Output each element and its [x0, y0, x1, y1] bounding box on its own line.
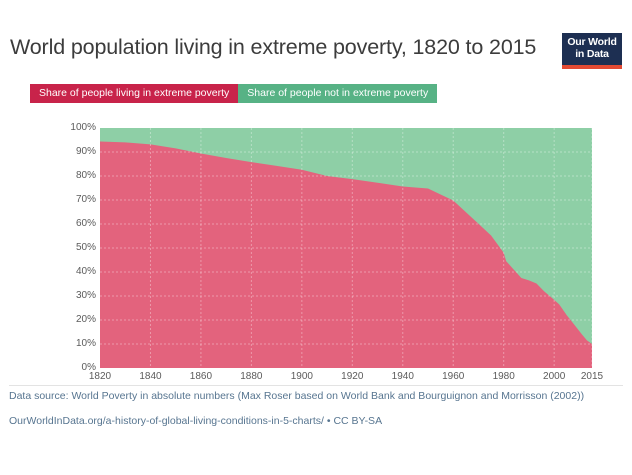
- y-axis-tick-label: 10%: [75, 338, 96, 349]
- legend-label-not-in-poverty: Share of people not in extreme poverty: [247, 87, 429, 99]
- x-axis-tick-label: 2000: [543, 371, 566, 382]
- x-axis-tick-label: 1980: [492, 371, 515, 382]
- x-axis-tick-label: 1820: [88, 371, 112, 382]
- footer-divider: [9, 385, 623, 386]
- y-axis: 0% 10% 20% 30% 40% 50% 60% 70% 80% 90% 100%: [56, 122, 96, 374]
- chart-footer: Data source: World Poverty in absolute n…: [9, 385, 623, 428]
- x-axis-tick-label: 1960: [442, 371, 465, 382]
- y-axis-tick-label: 60%: [75, 218, 96, 229]
- chart-legend: Share of people living in extreme povert…: [30, 84, 438, 103]
- x-axis-tick-label: 1880: [240, 371, 263, 382]
- x-axis-tick-label: 1900: [290, 371, 313, 382]
- footer-source-link[interactable]: OurWorldInData.org/a-history-of-global-l…: [9, 415, 383, 427]
- x-axis-tick-label: 2015: [580, 371, 604, 382]
- logo-line-2: in Data: [575, 48, 609, 60]
- y-axis-tick-label: 100%: [70, 122, 96, 133]
- x-axis: 1820 1840 1860 1880 1900 1920 1940 1960 1980 2000…: [0, 370, 632, 386]
- x-axis-tick-label: 1920: [341, 371, 364, 382]
- y-axis-tick-label: 80%: [75, 170, 96, 181]
- y-axis-tick-label: 90%: [75, 146, 96, 157]
- page-title: World population living in extreme pover…: [10, 35, 537, 59]
- y-axis-tick-label: 70%: [75, 194, 96, 205]
- logo-line-1: Our World: [567, 36, 617, 48]
- x-axis-tick-label: 1940: [391, 371, 414, 382]
- stacked-area-chart: [100, 128, 592, 368]
- x-axis-tick-label: 1860: [189, 371, 213, 382]
- x-axis-tick-label: 1840: [139, 371, 162, 382]
- legend-item-not-in-poverty[interactable]: Share of people not in extreme poverty: [238, 84, 438, 103]
- y-axis-tick-label: 0%: [81, 362, 96, 373]
- y-axis-tick-label: 50%: [75, 242, 96, 253]
- y-axis-tick-label: 20%: [75, 314, 96, 325]
- data-source-text: Data source: World Poverty in absolute n…: [9, 390, 585, 402]
- our-world-in-data-logo[interactable]: Our World in Data: [562, 33, 622, 69]
- legend-item-in-poverty[interactable]: Share of people living in extreme povert…: [30, 84, 239, 103]
- plot-area: [100, 128, 592, 368]
- y-axis-tick-label: 30%: [75, 290, 96, 301]
- chart-header: World population living in extreme pover…: [10, 32, 622, 72]
- area-in-poverty: [100, 141, 592, 368]
- legend-label-in-poverty: Share of people living in extreme povert…: [39, 87, 230, 99]
- y-axis-tick-label: 40%: [75, 266, 96, 277]
